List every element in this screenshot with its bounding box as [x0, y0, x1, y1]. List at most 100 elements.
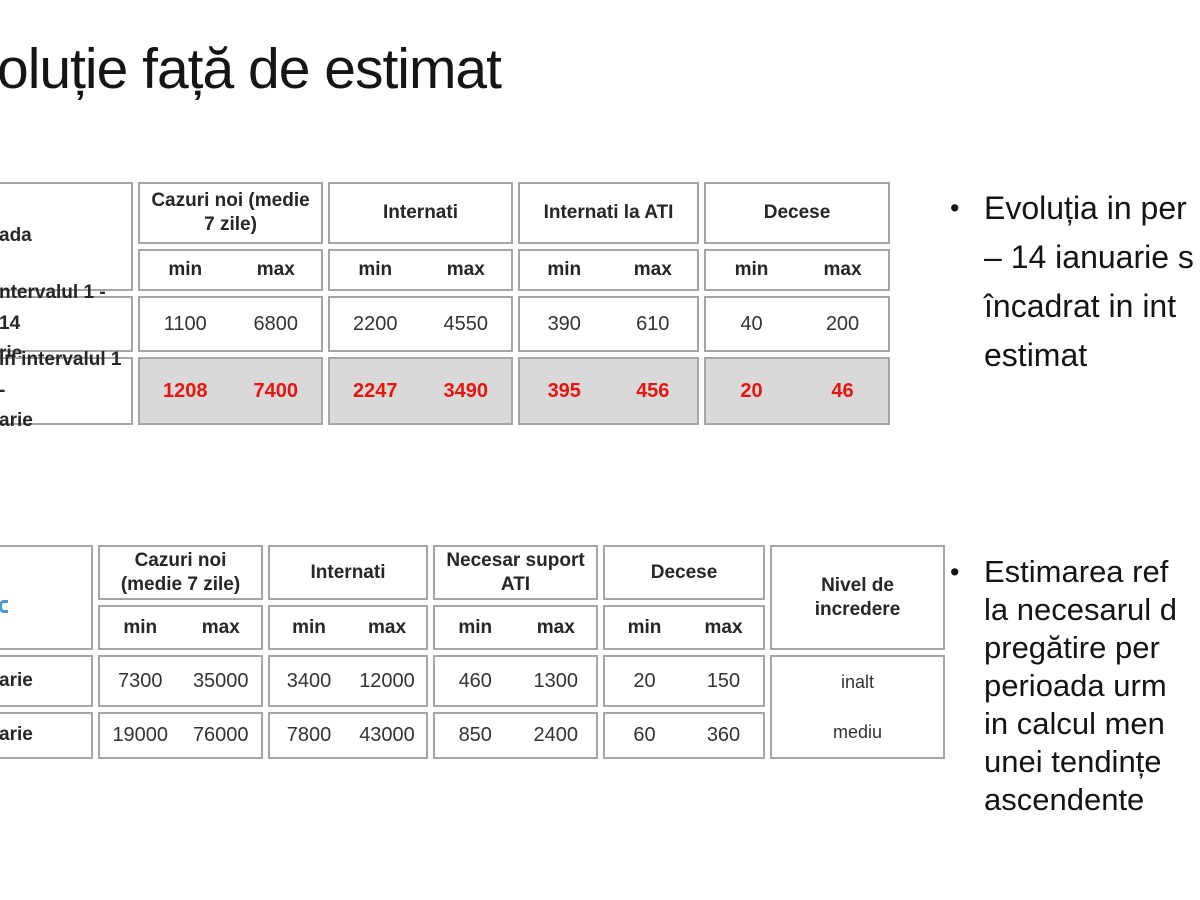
min-label: min	[168, 259, 203, 280]
bullet-dot: •	[950, 193, 960, 223]
max-label: max	[446, 259, 485, 280]
max-label: max	[633, 259, 672, 280]
table2-corner-header	[0, 545, 93, 650]
max-value: 76000	[192, 724, 249, 746]
max-value: 35000	[192, 669, 249, 692]
column-group-cazuri-noi: Cazuri noi (medie 7 zile)	[98, 545, 263, 600]
column-nivel-incredere-header: Nivel de incredere	[770, 545, 945, 650]
row-label-estimat: ntervalul 1 - 14 rie	[0, 282, 133, 364]
max-value: 6800	[253, 312, 299, 335]
max-label: max	[536, 616, 575, 638]
minmax-header: min max	[268, 605, 428, 650]
min-value: 40	[740, 312, 763, 335]
min-label: min	[458, 616, 493, 638]
data-cell: 40 200	[704, 296, 890, 352]
bullet-item-evolutia: • Evoluția in per – 14 ianuarie s încadr…	[950, 184, 1194, 380]
table-evolutie: ada Cazuri noi (medie 7 zile) Internati …	[0, 182, 890, 431]
data-cell: 390 610	[518, 296, 699, 352]
row-label-realizat: in intervalul 1 - arie	[0, 349, 133, 431]
column-group-internati: Internati	[268, 545, 428, 600]
minmax-header: min max	[138, 249, 323, 291]
bullet-dot: •	[950, 557, 960, 587]
min-value: 850	[458, 724, 492, 746]
data-cell: 850 2400	[433, 712, 598, 759]
column-group-decese: Decese	[704, 182, 890, 244]
max-value: 2400	[533, 724, 579, 746]
data-cell: 60 360	[603, 712, 765, 759]
max-value: 610	[636, 312, 670, 335]
max-label: max	[823, 259, 862, 280]
max-value: 150	[706, 669, 741, 692]
max-label: max	[201, 616, 240, 638]
min-value: 2200	[353, 312, 398, 335]
min-value: 7800	[286, 724, 332, 746]
table-estimare: Cazuri noi (medie 7 zile) Internati Nece…	[0, 545, 945, 759]
max-value: 456	[636, 379, 670, 402]
column-group-decese: Decese	[603, 545, 765, 600]
page-title: oluție față de estimat	[0, 37, 502, 101]
data-cell: 7800 43000	[268, 712, 428, 759]
max-label: max	[367, 616, 407, 638]
data-cell-highlighted: 2247 3490	[328, 357, 513, 425]
row-label-ianuarie: arie	[0, 655, 93, 707]
minmax-header: min max	[433, 605, 598, 650]
bullet-item-estimarea: • Estimarea ref la necesarul d pregătire…	[950, 553, 1177, 819]
nivel-incredere-cell: inalt mediu	[770, 655, 945, 759]
max-value: 12000	[359, 669, 415, 692]
nivel-value: mediu	[832, 721, 883, 742]
min-label: min	[358, 259, 393, 280]
min-value: 19000	[112, 724, 169, 746]
row-label-februarie: arie	[0, 712, 93, 759]
minmax-header: min max	[98, 605, 263, 650]
min-label: min	[627, 616, 662, 638]
data-cell-highlighted: 20 46	[704, 357, 890, 425]
minmax-header: min max	[518, 249, 699, 291]
data-cell: 19000 76000	[98, 712, 263, 759]
data-cell: 7300 35000	[98, 655, 263, 707]
min-value: 395	[547, 379, 581, 402]
data-cell: 1100 6800	[138, 296, 323, 352]
min-label: min	[734, 259, 769, 280]
bullet-text: Estimarea ref la necesarul d pregătire p…	[984, 554, 1178, 817]
min-value: 1100	[163, 312, 207, 335]
max-value: 1300	[533, 669, 579, 692]
data-cell: 20 150	[603, 655, 765, 707]
data-cell-highlighted: 395 456	[518, 357, 699, 425]
max-value: 4550	[443, 312, 489, 335]
max-value: 7400	[253, 379, 299, 402]
min-value: 20	[740, 379, 763, 402]
max-value: 46	[831, 379, 854, 402]
bullet-text: Evoluția in per – 14 ianuarie s încadrat…	[984, 190, 1194, 373]
data-cell: 3400 12000	[268, 655, 428, 707]
data-cell: 460 1300	[433, 655, 598, 707]
minmax-header: min max	[603, 605, 765, 650]
min-value: 7300	[118, 669, 163, 692]
clipped-blue-text-fragment	[0, 600, 8, 613]
nivel-value: inalt	[840, 671, 875, 692]
column-group-cazuri-noi: Cazuri noi (medie 7 zile)	[138, 182, 323, 244]
min-label: min	[547, 259, 582, 280]
max-label: max	[256, 259, 295, 280]
data-cell-highlighted: 1208 7400	[138, 357, 323, 425]
max-value: 3490	[443, 379, 489, 402]
max-value: 360	[706, 724, 741, 746]
min-value: 3400	[286, 669, 332, 692]
minmax-header: min max	[704, 249, 890, 291]
min-value: 2247	[353, 379, 398, 402]
min-value: 20	[633, 669, 656, 692]
min-label: min	[123, 616, 158, 638]
data-cell: 2200 4550	[328, 296, 513, 352]
column-group-internati-ati: Internati la ATI	[518, 182, 699, 244]
max-value: 200	[825, 312, 860, 335]
max-value: 43000	[359, 724, 415, 746]
minmax-header: min max	[328, 249, 513, 291]
table1-corner-header: ada	[0, 182, 133, 291]
min-value: 1208	[163, 379, 208, 402]
min-value: 60	[633, 724, 656, 746]
min-value: 460	[458, 669, 492, 692]
column-group-internati: Internati	[328, 182, 513, 244]
max-label: max	[704, 616, 743, 638]
table1-corner-label: ada	[0, 225, 32, 247]
min-label: min	[292, 616, 326, 638]
column-group-necesar-ati: Necesar suport ATI	[433, 545, 598, 600]
